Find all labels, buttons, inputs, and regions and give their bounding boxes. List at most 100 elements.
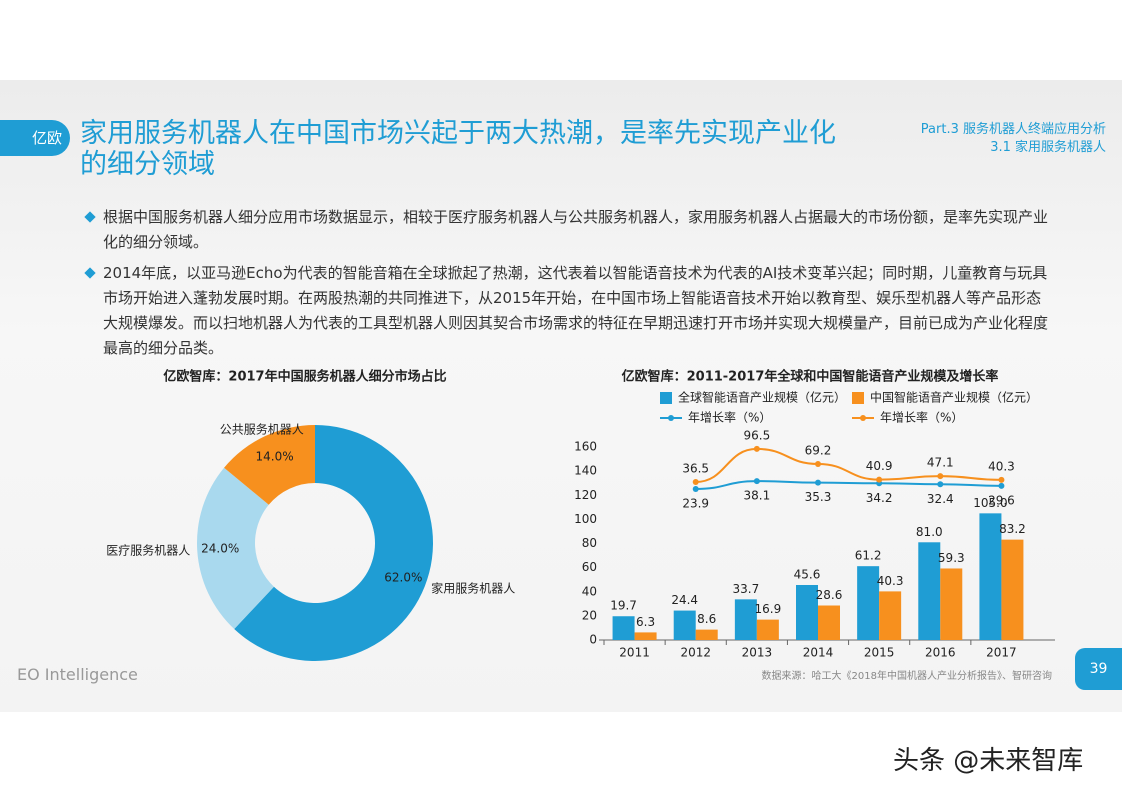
value-label: 40.3 xyxy=(988,459,1015,473)
bar xyxy=(756,619,779,640)
y-tick-label: 80 xyxy=(582,536,597,550)
legend-marker xyxy=(668,415,674,421)
x-tick-label: 2011 xyxy=(619,646,650,660)
line-marker xyxy=(815,479,821,486)
value-label: 19.7 xyxy=(610,599,637,613)
bar xyxy=(879,591,902,640)
chart-title: 亿欧智库：2017年中国服务机器人细分市场占比 xyxy=(163,369,446,385)
value-label: 34.2 xyxy=(866,491,893,505)
line-marker xyxy=(937,473,944,480)
value-label: 62.0% xyxy=(384,570,422,584)
line-marker xyxy=(753,478,760,485)
logo: 亿欧 xyxy=(0,120,70,156)
value-label: 61.2 xyxy=(855,549,882,563)
line-marker xyxy=(876,476,883,483)
line-marker xyxy=(998,482,1005,489)
value-label: 96.5 xyxy=(743,428,770,442)
y-tick-label: 40 xyxy=(582,584,597,598)
bar xyxy=(734,599,757,640)
y-tick-label: 140 xyxy=(574,464,597,478)
y-tick-label: 60 xyxy=(582,560,597,574)
bullet: 根据中国服务机器人细分应用市场数据显示，相较于医疗服务机器人与公共服务机器人，家… xyxy=(103,205,1053,255)
legend-marker xyxy=(860,415,866,421)
bar xyxy=(673,610,696,640)
value-label: 35.3 xyxy=(805,490,832,504)
pie-slice xyxy=(234,425,433,662)
value-label: 40.9 xyxy=(866,459,893,473)
bar xyxy=(918,542,941,640)
bar xyxy=(796,584,818,640)
value-label: 40.3 xyxy=(877,574,904,588)
legend-swatch xyxy=(660,392,672,404)
category-label: 医疗服务机器人 xyxy=(106,542,190,557)
slide-title: 家用服务机器人在中国市场兴起于两大热潮，是率先实现产业化的细分领域 xyxy=(80,118,836,180)
x-tick-label: 2017 xyxy=(986,646,1017,660)
value-label: 6.3 xyxy=(636,615,655,629)
value-label: 33.7 xyxy=(732,582,759,596)
legend-label: 全球智能语音产业规模（亿元） xyxy=(678,390,846,405)
value-label: 81.0 xyxy=(916,525,943,539)
line xyxy=(695,480,1002,490)
section-info: Part.3 服务机器人终端应用分析 3.1 家用服务机器人 xyxy=(921,121,1106,157)
line-marker xyxy=(692,485,699,492)
value-label: 38.1 xyxy=(743,489,770,503)
line-marker xyxy=(692,479,699,486)
legend-label: 中国智能语音产业规模（亿元） xyxy=(870,390,1038,405)
x-tick-label: 2012 xyxy=(680,646,711,660)
value-label: 69.2 xyxy=(805,443,832,457)
x-tick-label: 2015 xyxy=(864,646,895,660)
category-label: 家用服务机器人 xyxy=(431,581,515,596)
value-label: 28.6 xyxy=(816,588,843,602)
line-marker xyxy=(998,476,1005,483)
brand: EO Intelligence xyxy=(17,665,138,684)
bar xyxy=(1001,539,1024,640)
y-tick-label: 100 xyxy=(574,512,597,526)
bar xyxy=(979,513,1002,640)
legend-swatch xyxy=(852,392,864,404)
bar xyxy=(695,629,718,640)
value-label: 24.4 xyxy=(671,593,698,607)
line xyxy=(695,447,1002,484)
x-tick-label: 2016 xyxy=(925,646,956,660)
y-tick-label: 160 xyxy=(574,440,597,454)
value-label: 45.6 xyxy=(794,567,821,581)
bar xyxy=(940,568,963,640)
value-label: 36.5 xyxy=(682,462,709,476)
pie-slice xyxy=(224,425,315,505)
value-label: 105.0 xyxy=(973,496,1007,510)
value-label: 59.3 xyxy=(938,551,965,565)
value-label: 83.2 xyxy=(999,522,1026,536)
bullet: 2014年底，以亚马逊Echo为代表的智能音箱在全球掀起了热潮，这代表着以智能语… xyxy=(103,261,1053,361)
value-label: 29.6 xyxy=(988,493,1015,507)
bar xyxy=(857,566,880,640)
part: Part.3 服务机器人终端应用分析 xyxy=(920,122,1106,137)
y-tick-label: 120 xyxy=(574,488,597,502)
source: 数据来源：哈工大《2018年中国机器人产业分析报告》、智研咨询 xyxy=(761,671,1052,682)
x-tick-label: 2013 xyxy=(742,646,773,660)
bar xyxy=(634,632,657,640)
bar xyxy=(818,605,840,640)
category-label: 公共服务机器人 xyxy=(220,421,304,436)
line-marker xyxy=(937,481,944,488)
section: 3.1 家用服务机器人 xyxy=(990,140,1106,155)
value-label: 32.4 xyxy=(927,492,954,506)
pie-slice xyxy=(196,467,274,630)
legend-label: 年增长率（%） xyxy=(880,410,963,425)
chart-title: 亿欧智库：2011-2017年全球和中国智能语音产业规模及增长率 xyxy=(622,369,999,385)
y-tick-label: 20 xyxy=(582,608,597,622)
value-label: 23.9 xyxy=(682,496,709,510)
legend-label: 年增长率（%） xyxy=(688,410,771,425)
y-tick-label: 0 xyxy=(589,633,597,647)
value-label: 47.1 xyxy=(927,456,954,470)
x-tick-label: 2014 xyxy=(803,646,834,660)
value-label: 8.6 xyxy=(697,612,716,626)
bar xyxy=(612,616,635,640)
value-label: 14.0% xyxy=(255,450,293,464)
watermark: 头条 @未来智库 xyxy=(893,746,1084,776)
page-number: 39 xyxy=(1075,648,1122,690)
line-marker xyxy=(815,460,821,467)
value-label: 16.9 xyxy=(754,602,781,616)
line-marker xyxy=(753,445,760,452)
